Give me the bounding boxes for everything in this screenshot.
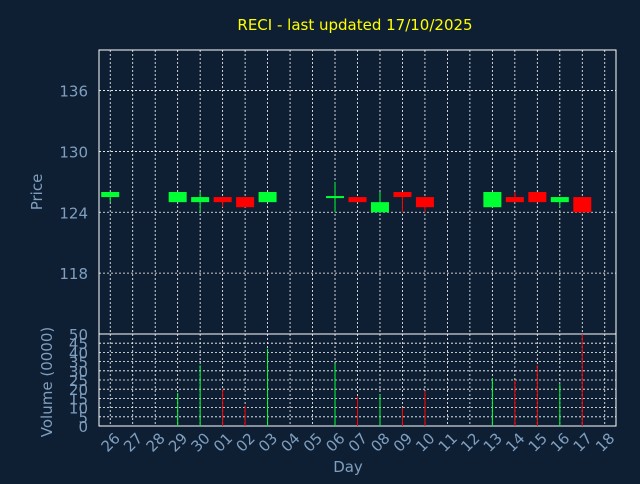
volume-tick-label: 20 (69, 381, 88, 399)
candle-body (101, 192, 120, 198)
price-tick-label: 124 (59, 204, 88, 222)
candle-body (483, 192, 502, 208)
candle-body (168, 192, 187, 203)
price-tick-label: 118 (59, 265, 88, 283)
candle-body (191, 197, 210, 203)
candle-body (393, 192, 412, 198)
candle (505, 192, 524, 203)
volume-tick-label: 30 (69, 363, 88, 381)
volume-tick-label: 50 (69, 326, 88, 344)
candle-body (573, 197, 592, 213)
price-axis-label: Price (28, 174, 46, 211)
candle (528, 192, 547, 203)
candle-body (348, 197, 367, 203)
candle (550, 197, 569, 208)
candle (191, 192, 210, 213)
x-tick-labels: 2627282930010203040506070809101112131415… (98, 429, 619, 455)
candle (258, 192, 277, 203)
price-panel: 118 124 130 136 (59, 49, 617, 335)
volume-tick-label: 15 (69, 390, 88, 408)
candle-body (213, 197, 232, 203)
candle (483, 192, 502, 208)
volume-tick-label: 0 (78, 418, 88, 436)
candle-body (528, 192, 547, 203)
volume-tick-label: 35 (69, 354, 88, 372)
candle (393, 192, 412, 213)
volume-axis-label: Volume (0000) (38, 327, 56, 437)
candle-body (258, 192, 277, 203)
x-tick-label: 18 (592, 429, 618, 455)
volume-tick-label: 5 (78, 409, 88, 427)
price-tick-label: 136 (59, 83, 88, 101)
candle (101, 192, 120, 203)
candle (415, 197, 434, 213)
candle (236, 197, 255, 208)
candle-body (550, 197, 569, 203)
candle (348, 197, 367, 203)
volume-tick-label: 10 (69, 400, 88, 418)
day-axis-label: Day (333, 458, 363, 476)
candle-body (505, 197, 524, 203)
candle-body (326, 196, 345, 199)
volume-tick-label: 45 (69, 335, 88, 353)
volume-tick-label: 40 (69, 344, 88, 362)
candle-body (415, 197, 434, 208)
price-tick-label: 130 (59, 143, 88, 161)
candle-body (236, 197, 255, 208)
candle (573, 197, 592, 213)
candle-body (370, 202, 389, 213)
chart-title: RECI - last updated 17/10/2025 (237, 16, 472, 34)
candle (326, 181, 345, 213)
volume-tick-label: 25 (69, 372, 88, 390)
candle (213, 197, 232, 208)
candle (370, 192, 389, 213)
candle (168, 192, 187, 203)
